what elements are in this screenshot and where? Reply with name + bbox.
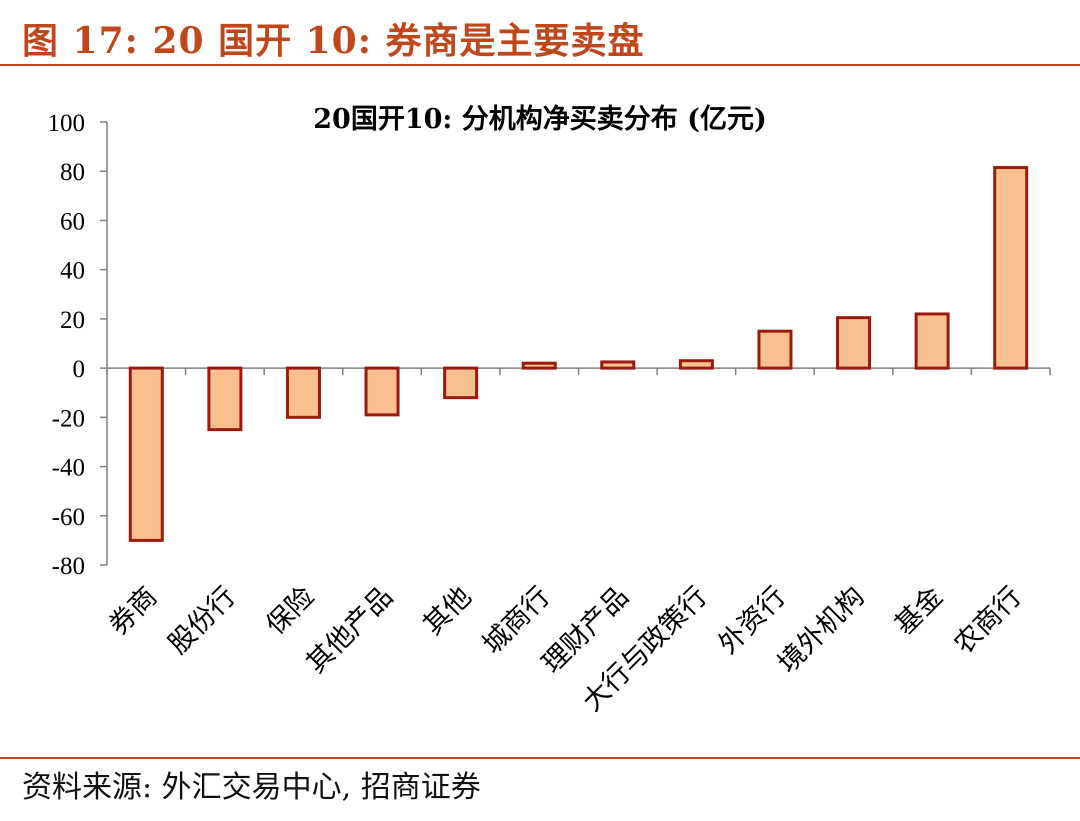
title-divider — [0, 64, 1080, 66]
y-tick-label: 60 — [60, 208, 85, 235]
bar-9 — [757, 329, 793, 370]
bar-7 — [600, 360, 636, 370]
bars — [128, 166, 1029, 542]
figure-title: 图 17: 20 国开 10: 券商是主要卖盘 — [22, 20, 645, 62]
bar-4 — [364, 366, 400, 417]
category-label: 基金 — [889, 581, 949, 641]
category-label: 境外机构 — [772, 581, 870, 679]
y-tick-label: -60 — [52, 504, 85, 531]
y-tick-label: 0 — [73, 356, 86, 383]
y-tick-label: 40 — [60, 258, 85, 285]
y-tick-label: 100 — [48, 110, 86, 137]
y-tick-label: 20 — [60, 307, 85, 334]
bar-6 — [521, 361, 557, 370]
source-note: 资料来源: 外汇交易中心, 招商证券 — [22, 770, 481, 805]
category-label: 其他产品 — [301, 581, 399, 679]
category-label: 股份行 — [163, 581, 242, 660]
bar-5 — [443, 366, 479, 400]
category-label: 券商 — [103, 581, 163, 641]
bar-10 — [836, 316, 872, 370]
y-tick-label: 80 — [60, 159, 85, 186]
category-label: 其他 — [417, 581, 477, 641]
y-tick-label: -40 — [52, 455, 85, 482]
bar-8 — [678, 359, 714, 370]
category-label: 农商行 — [948, 581, 1027, 660]
y-tick-label: -80 — [52, 553, 85, 580]
bar-11 — [914, 312, 950, 370]
bar-3 — [285, 366, 321, 419]
y-tick-label: -20 — [52, 405, 85, 432]
chart-title: 20国开10: 分机构净买卖分布 (亿元) — [313, 104, 766, 135]
bar-chart: 20国开10: 分机构净买卖分布 (亿元) 100 80 60 40 20 0 -20 -40… — [48, 104, 1051, 718]
axes: 100 80 60 40 20 0 -20 -40 -60 -80 — [48, 110, 1051, 580]
category-label: 保险 — [260, 581, 320, 641]
bar-1 — [128, 366, 164, 542]
bar-12 — [993, 166, 1029, 370]
bar-2 — [207, 366, 243, 432]
source-divider — [0, 757, 1080, 759]
